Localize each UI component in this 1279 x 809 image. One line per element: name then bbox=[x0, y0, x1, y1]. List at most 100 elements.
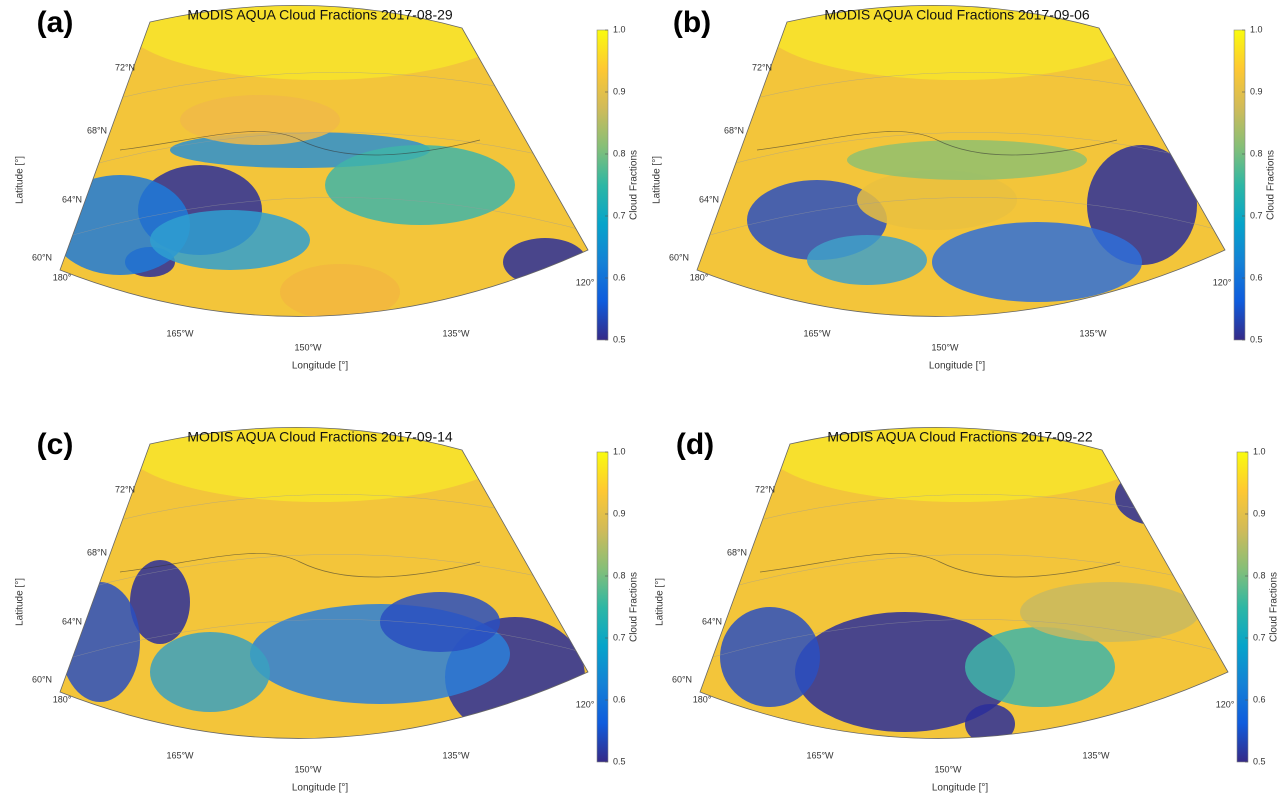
map-field bbox=[700, 427, 1228, 739]
colorbar bbox=[596, 451, 609, 763]
map-area bbox=[757, 5, 1157, 80]
cloud-area bbox=[720, 607, 820, 707]
colorbar-label: Cloud Fractions bbox=[629, 572, 640, 642]
cloud-area bbox=[932, 222, 1142, 302]
chart-title: MODIS AQUA Cloud Fractions 2017-09-06 bbox=[824, 7, 1090, 23]
cloud-area bbox=[325, 145, 515, 225]
coastline bbox=[119, 131, 481, 156]
colorbar-tick-label: 1.0 bbox=[1253, 446, 1266, 456]
graticule bbox=[60, 619, 588, 668]
lon-label: 120° bbox=[1213, 277, 1232, 287]
lat-label: 64°N bbox=[62, 616, 82, 626]
colorbar bbox=[1236, 451, 1249, 763]
map-border bbox=[699, 427, 1229, 739]
graticule bbox=[697, 132, 1225, 181]
panel-label: (d) bbox=[676, 428, 714, 461]
lon-label: 165°W bbox=[166, 328, 194, 338]
colorbar-tick-label: 0.8 bbox=[1253, 570, 1266, 580]
panel-label: (a) bbox=[37, 6, 74, 39]
lat-label: 64°N bbox=[62, 194, 82, 204]
lon-label: 180° bbox=[53, 272, 72, 282]
colorbar-tick-label: 0.9 bbox=[613, 86, 626, 96]
cloud-area bbox=[280, 264, 400, 317]
lat-label: 72°N bbox=[755, 484, 775, 494]
cloud-area bbox=[150, 632, 270, 712]
lat-label: 72°N bbox=[115, 62, 135, 72]
colorbar-tick-label: 0.8 bbox=[613, 570, 626, 580]
lat-label: 60°N bbox=[32, 252, 52, 262]
colorbar-tick-label: 0.5 bbox=[613, 756, 626, 766]
cloud-area bbox=[857, 170, 1017, 230]
chart-title: MODIS AQUA Cloud Fractions 2017-08-29 bbox=[187, 7, 453, 23]
cloud-area bbox=[807, 235, 927, 285]
cloud-area bbox=[150, 210, 310, 270]
colorbar-tick-label: 0.7 bbox=[1253, 632, 1266, 642]
colorbar-tick-label: 0.8 bbox=[1250, 148, 1263, 158]
colorbar-tick-label: 0.7 bbox=[613, 210, 626, 220]
lat-label: 68°N bbox=[724, 125, 744, 135]
colorbar-tick-label: 0.7 bbox=[1250, 210, 1263, 220]
panel-label: (c) bbox=[37, 428, 74, 461]
lat-label: 64°N bbox=[702, 616, 722, 626]
lon-label: 165°W bbox=[806, 750, 834, 760]
y-axis-label: Latitude [°] bbox=[15, 578, 26, 626]
y-axis-label: Latitude [°] bbox=[655, 578, 666, 626]
colorbar-tick-label: 0.6 bbox=[613, 694, 626, 704]
lon-label: 165°W bbox=[166, 750, 194, 760]
colorbar-tick-label: 1.0 bbox=[613, 446, 626, 456]
lon-label: 135°W bbox=[1082, 750, 1110, 760]
cloud-area bbox=[130, 560, 190, 644]
graticule bbox=[697, 197, 1225, 246]
cloud-area bbox=[965, 627, 1115, 707]
map-border bbox=[59, 5, 589, 317]
lat-label: 60°N bbox=[669, 252, 689, 262]
map-border bbox=[696, 5, 1226, 317]
colorbar-tick-label: 0.5 bbox=[1253, 756, 1266, 766]
graticule bbox=[60, 132, 588, 181]
coastline bbox=[119, 553, 481, 578]
x-axis-label: Longitude [°] bbox=[929, 361, 985, 372]
lat-label: 72°N bbox=[115, 484, 135, 494]
cloud-area bbox=[847, 140, 1087, 180]
lon-label: 135°W bbox=[1079, 328, 1107, 338]
lat-label: 72°N bbox=[752, 62, 772, 72]
map-border bbox=[59, 427, 589, 739]
colorbar-tick-label: 0.6 bbox=[1253, 694, 1266, 704]
colorbar bbox=[596, 29, 609, 341]
colorbar-tick-label: 0.9 bbox=[1250, 86, 1263, 96]
y-axis-label: Latitude [°] bbox=[652, 156, 663, 204]
lon-label: 180° bbox=[690, 272, 709, 282]
lon-label: 135°W bbox=[442, 750, 470, 760]
graticule bbox=[60, 554, 588, 603]
cloud-area bbox=[1020, 582, 1200, 642]
lon-label: 150°W bbox=[934, 764, 962, 774]
lon-label: 120° bbox=[576, 277, 595, 287]
colorbar bbox=[1233, 29, 1246, 341]
colorbar-tick-label: 0.9 bbox=[613, 508, 626, 518]
graticule bbox=[700, 619, 1228, 668]
coastline bbox=[756, 131, 1118, 156]
colorbar-tick-label: 0.6 bbox=[1250, 272, 1263, 282]
colorbar-tick-label: 1.0 bbox=[1250, 24, 1263, 34]
panel: (d) MODIS AQUA Cloud Fractions 2017-09-22… bbox=[655, 427, 1279, 794]
colorbar-tick-label: 0.7 bbox=[613, 632, 626, 642]
map-area bbox=[120, 427, 520, 502]
lon-label: 150°W bbox=[294, 764, 322, 774]
colorbar-tick-label: 0.5 bbox=[613, 334, 626, 344]
chart-title: MODIS AQUA Cloud Fractions 2017-09-14 bbox=[187, 429, 453, 445]
lat-label: 60°N bbox=[32, 674, 52, 684]
lat-label: 68°N bbox=[727, 547, 747, 557]
cloud-area bbox=[180, 95, 340, 145]
x-axis-label: Longitude [°] bbox=[292, 361, 348, 372]
lat-label: 64°N bbox=[699, 194, 719, 204]
colorbar-tick-label: 0.5 bbox=[1250, 334, 1263, 344]
x-axis-label: Longitude [°] bbox=[932, 783, 988, 794]
cloud-area bbox=[795, 612, 1015, 732]
colorbar-label: Cloud Fractions bbox=[1266, 150, 1277, 220]
lon-label: 180° bbox=[693, 694, 712, 704]
lon-label: 120° bbox=[576, 699, 595, 709]
panel-label: (b) bbox=[673, 6, 711, 39]
lon-label: 150°W bbox=[294, 342, 322, 352]
colorbar-tick-label: 0.6 bbox=[613, 272, 626, 282]
